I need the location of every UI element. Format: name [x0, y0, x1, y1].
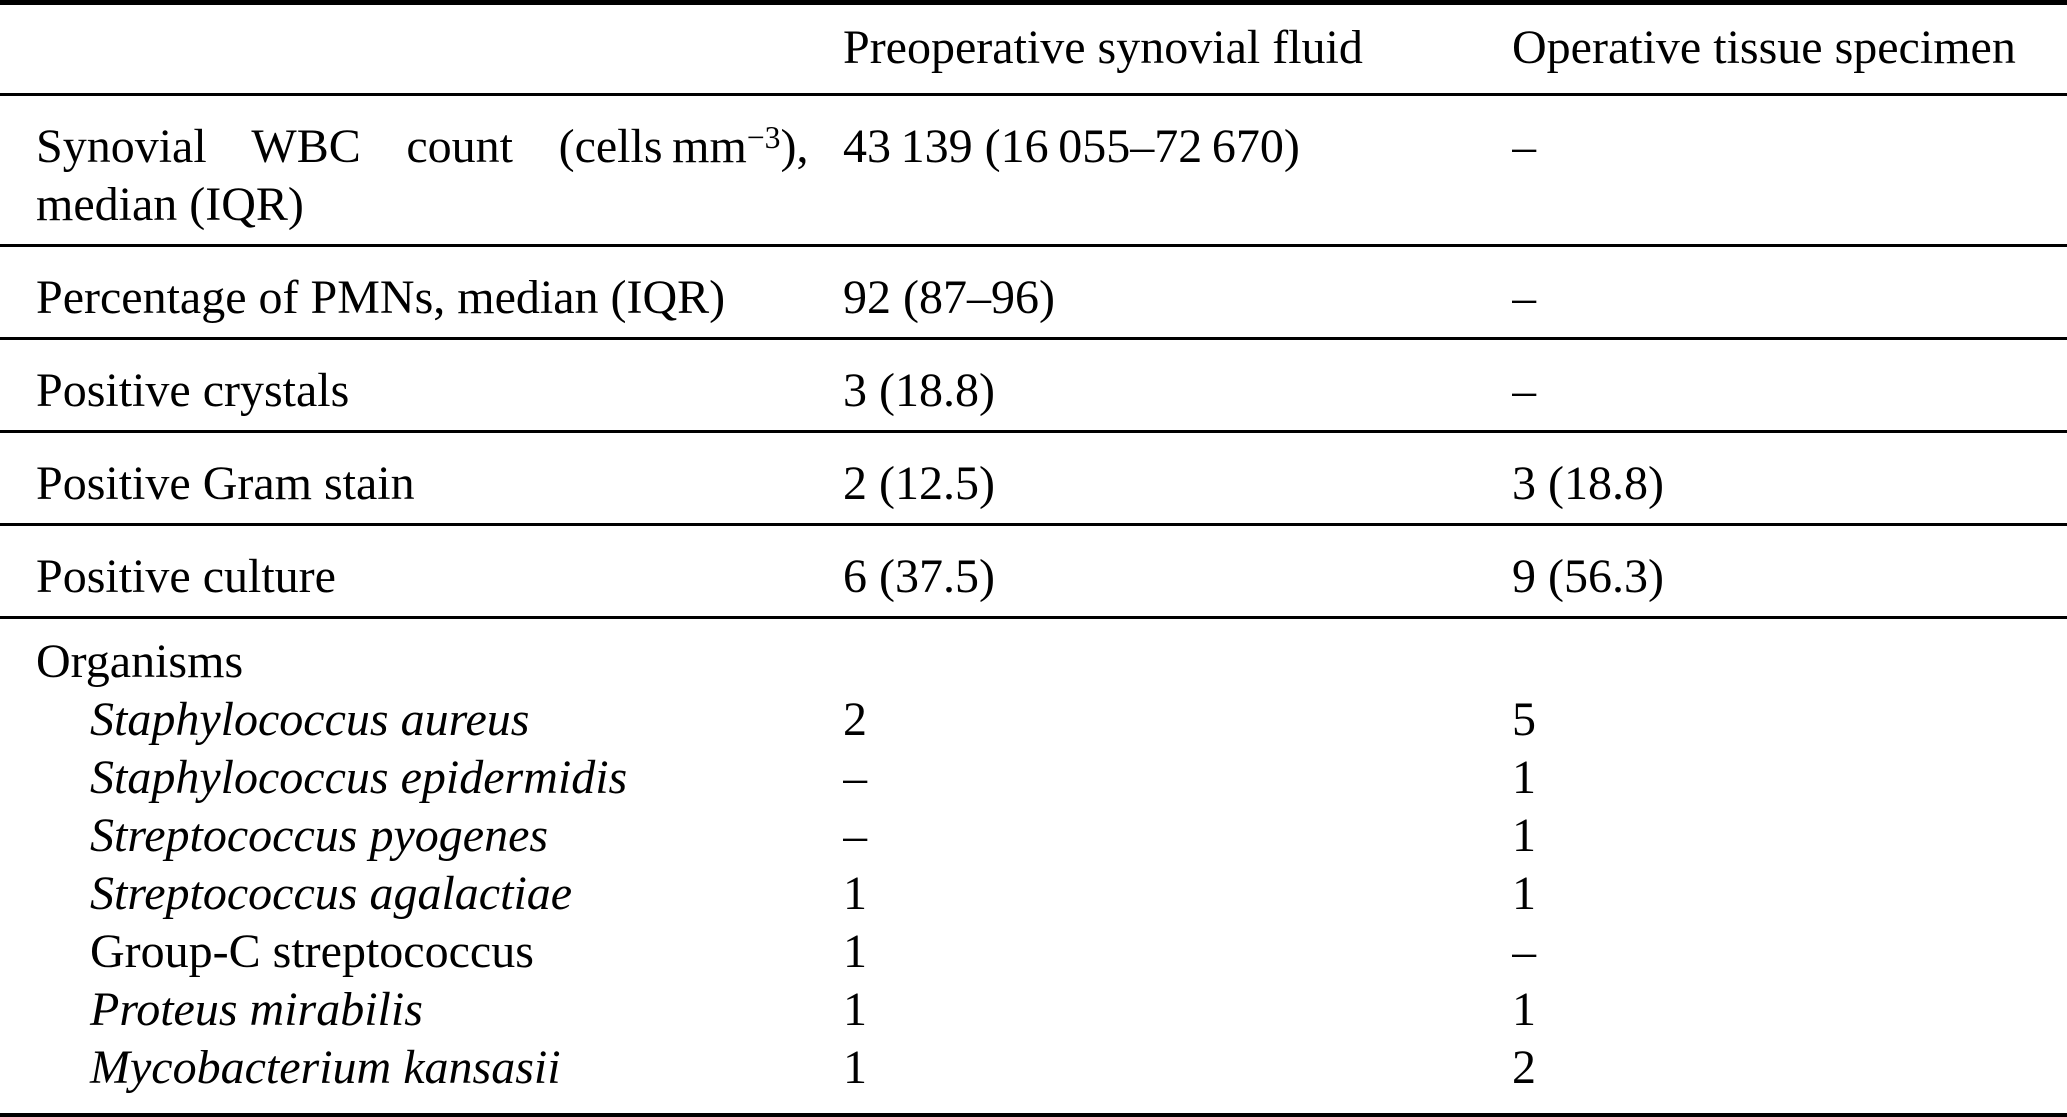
- row-label: Positive crystals: [0, 337, 843, 432]
- section-header-organisms: Organisms: [0, 616, 2067, 691]
- row-label: Positive culture: [0, 523, 843, 618]
- preop-value: 3 (18.8): [843, 337, 1512, 432]
- preop-value: 1: [843, 925, 867, 978]
- organism-name: Streptococcus agalactiae: [90, 867, 573, 920]
- empty-header-cell: [0, 3, 843, 95]
- organism-row-p-mirabilis: Proteus mirabilis 1 1: [0, 981, 2067, 1039]
- table-row-crystals: Positive crystals 3 (18.8) –: [0, 337, 2067, 432]
- operative-value: 1: [1512, 983, 1536, 1036]
- operative-value: 2: [1512, 1041, 1536, 1094]
- organism-row-s-agalactiae: Streptococcus agalactiae 1 1: [0, 865, 2067, 923]
- preop-value: 92 (87–96): [843, 244, 1512, 339]
- organism-row-m-kansasii: Mycobacterium kansasii 1 2: [0, 1039, 2067, 1115]
- organism-row-s-epidermidis: Staphylococcus epidermidis – 1: [0, 749, 2067, 807]
- operative-value: 1: [1512, 809, 1536, 862]
- preop-value: 43 139 (16 055–72 670): [843, 93, 1512, 246]
- organism-name: Group-C streptococcus: [90, 925, 534, 978]
- header-row: Preoperative synovial fluid Operative ti…: [0, 3, 2067, 95]
- organism-name: Staphylococcus aureus: [90, 693, 530, 746]
- operative-value: 1: [1512, 751, 1536, 804]
- column-header-preop: Preoperative synovial fluid: [843, 21, 1363, 74]
- organism-name: Staphylococcus epidermidis: [90, 751, 628, 804]
- operative-value: –: [1512, 93, 2067, 246]
- organism-row-s-pyogenes: Streptococcus pyogenes – 1: [0, 807, 2067, 865]
- row-label: Synovial WBC count (cells mm−3), median …: [0, 93, 843, 246]
- organism-name: Streptococcus pyogenes: [90, 809, 549, 862]
- preop-value: –: [843, 809, 867, 862]
- preop-value: 2 (12.5): [843, 430, 1512, 525]
- organism-name: Mycobacterium kansasii: [90, 1041, 561, 1094]
- organism-row-s-aureus: Staphylococcus aureus 2 5: [0, 691, 2067, 749]
- operative-value: –: [1512, 244, 2067, 339]
- operative-value: –: [1512, 925, 1536, 978]
- preop-value: 1: [843, 983, 867, 1036]
- operative-value: –: [1512, 337, 2067, 432]
- operative-value: 9 (56.3): [1512, 523, 2067, 618]
- superscript-exponent: −3: [746, 120, 781, 155]
- preop-value: 2: [843, 693, 867, 746]
- operative-value: 5: [1512, 693, 1536, 746]
- row-label: Positive Gram stain: [0, 430, 843, 525]
- preop-value: 1: [843, 867, 867, 920]
- row-label: Percentage of PMNs, median (IQR): [0, 244, 843, 339]
- table-row-pmns: Percentage of PMNs, median (IQR) 92 (87–…: [0, 244, 2067, 339]
- organism-row-group-c-strep: Group-C streptococcus 1 –: [0, 923, 2067, 981]
- column-header-operative: Operative tissue specimen: [1512, 21, 2016, 74]
- row-label-line2: median (IQR): [36, 178, 304, 231]
- section-header-label: Organisms: [0, 616, 843, 691]
- preop-value: 6 (37.5): [843, 523, 1512, 618]
- table-row-gram-stain: Positive Gram stain 2 (12.5) 3 (18.8): [0, 430, 2067, 525]
- row-label-line1: Synovial WBC count (cells mm−3),: [36, 120, 809, 173]
- table-row-culture: Positive culture 6 (37.5) 9 (56.3): [0, 523, 2067, 618]
- preop-value: –: [843, 751, 867, 804]
- preop-value: 1: [843, 1041, 867, 1094]
- organism-name: Proteus mirabilis: [90, 983, 423, 1036]
- operative-value: 1: [1512, 867, 1536, 920]
- table-row-wbc-count: Synovial WBC count (cells mm−3), median …: [0, 93, 2067, 246]
- operative-value: 3 (18.8): [1512, 430, 2067, 525]
